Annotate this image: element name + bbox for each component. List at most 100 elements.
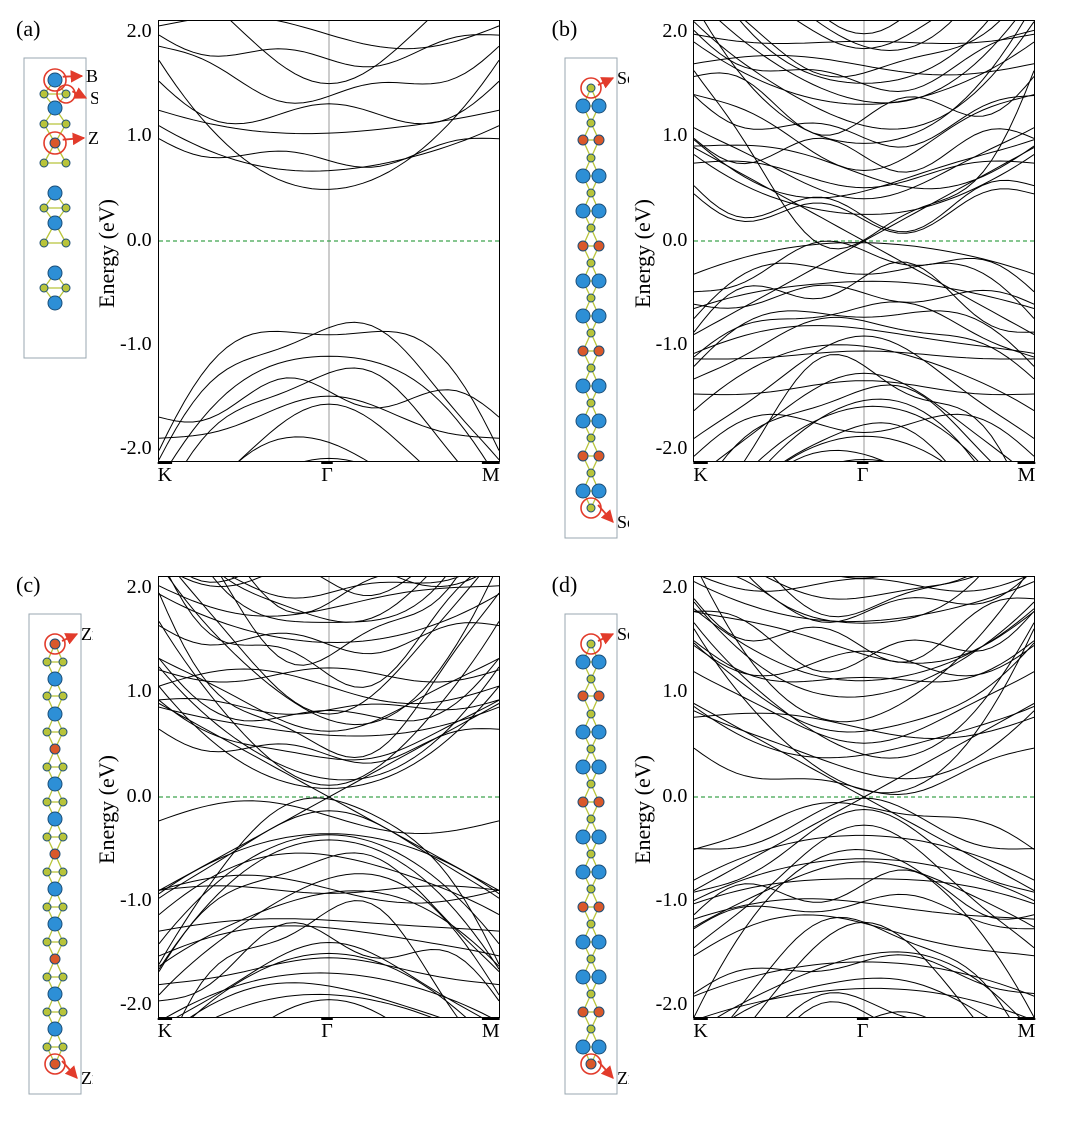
y-tick: -1.0 — [120, 889, 152, 912]
band-plot — [158, 20, 500, 462]
atom-se — [587, 469, 595, 477]
atom-label: Zn — [81, 1068, 93, 1088]
atom-se — [43, 833, 51, 841]
atom-se — [62, 120, 70, 128]
atom-zn — [594, 1007, 604, 1017]
atom-se — [587, 399, 595, 407]
atom-bi — [48, 707, 62, 721]
y-tick: -1.0 — [656, 889, 688, 912]
atom-se — [62, 159, 70, 167]
y-axis-label: Energy (eV) — [626, 576, 656, 1043]
atom-se — [587, 294, 595, 302]
atom-se — [43, 903, 51, 911]
atom-bi — [576, 414, 590, 428]
x-ticks: KΓM — [158, 1018, 500, 1043]
atom-se — [59, 1008, 67, 1016]
y-tick: 1.0 — [127, 124, 152, 147]
atom-bi — [592, 655, 606, 669]
atom-se — [587, 885, 595, 893]
atom-se — [62, 90, 70, 98]
atom-zn — [594, 135, 604, 145]
atom-bi — [592, 484, 606, 498]
atom-bi — [592, 99, 606, 113]
atom-se — [587, 189, 595, 197]
y-ticks: 2.01.00.0-1.0-2.0 — [120, 20, 158, 460]
crystal-structure: BiSeZn — [12, 50, 98, 366]
atom-zn — [594, 346, 604, 356]
atom-bi — [592, 309, 606, 323]
x-tick: Γ — [857, 464, 869, 487]
atom-label: Se — [617, 512, 629, 532]
x-tick: K — [693, 464, 707, 487]
atom-bi — [576, 169, 590, 183]
atom-se — [43, 1008, 51, 1016]
atom-se — [59, 798, 67, 806]
atom-se — [59, 658, 67, 666]
atom-se — [43, 658, 51, 666]
atom-bi — [576, 309, 590, 323]
atom-zn — [578, 451, 588, 461]
atom-bi — [592, 970, 606, 984]
atom-se — [587, 84, 595, 92]
figure-grid: (a)BiSeZnEnergy (eV)2.01.00.0-1.0-2.0KΓM… — [20, 20, 1060, 1102]
atom-bi — [576, 830, 590, 844]
atom-bi — [576, 865, 590, 879]
y-tick: 1.0 — [662, 124, 687, 147]
atom-zn — [50, 138, 60, 148]
band-plot — [693, 20, 1035, 462]
atom-se — [587, 780, 595, 788]
atom-zn — [50, 744, 60, 754]
atom-se — [587, 434, 595, 442]
atom-bi — [576, 484, 590, 498]
atom-se — [40, 159, 48, 167]
atom-zn — [50, 849, 60, 859]
crystal-structure: ZnZn — [17, 606, 93, 1102]
atom-se — [59, 938, 67, 946]
atom-zn — [578, 691, 588, 701]
x-tick: K — [158, 1020, 172, 1043]
atom-bi — [592, 379, 606, 393]
y-tick: 0.0 — [127, 785, 152, 808]
plot-column: Energy (eV)2.01.00.0-1.0-2.0KΓM — [626, 576, 1062, 1043]
atom-zn — [578, 797, 588, 807]
atom-bi — [48, 266, 62, 280]
x-ticks: KΓM — [693, 462, 1035, 487]
y-ticks: 2.01.00.0-1.0-2.0 — [656, 576, 694, 1016]
atom-zn — [586, 1059, 596, 1069]
atom-bi — [576, 99, 590, 113]
atom-se — [59, 833, 67, 841]
atom-se — [587, 640, 595, 648]
atom-se — [587, 710, 595, 718]
atom-bi — [592, 204, 606, 218]
atom-zn — [578, 1007, 588, 1017]
atom-se — [587, 504, 595, 512]
structure-column: BiSeZn — [20, 20, 90, 366]
y-axis-label: Energy (eV) — [626, 20, 656, 487]
atom-bi — [592, 830, 606, 844]
atom-zn — [578, 346, 588, 356]
plot-column: Energy (eV)2.01.00.0-1.0-2.0KΓM — [626, 20, 1062, 487]
atom-se — [59, 692, 67, 700]
x-tick: K — [693, 1020, 707, 1043]
atom-bi — [576, 379, 590, 393]
y-ticks: 2.01.00.0-1.0-2.0 — [656, 20, 694, 460]
atom-se — [43, 1043, 51, 1051]
atom-bi — [592, 760, 606, 774]
crystal-structure: SeSe — [553, 50, 629, 546]
atom-bi — [576, 760, 590, 774]
x-tick: M — [1018, 464, 1036, 487]
atom-bi — [592, 274, 606, 288]
atom-se — [587, 224, 595, 232]
band-plot — [158, 576, 500, 1018]
y-tick: 1.0 — [127, 680, 152, 703]
atom-se — [587, 259, 595, 267]
y-tick: -2.0 — [656, 437, 688, 460]
atom-bi — [576, 725, 590, 739]
atom-bi — [592, 865, 606, 879]
x-tick: M — [482, 1020, 500, 1043]
atom-bi — [48, 672, 62, 686]
atom-se — [587, 329, 595, 337]
x-ticks: KΓM — [693, 1018, 1035, 1043]
atom-se — [587, 745, 595, 753]
atom-se — [62, 239, 70, 247]
